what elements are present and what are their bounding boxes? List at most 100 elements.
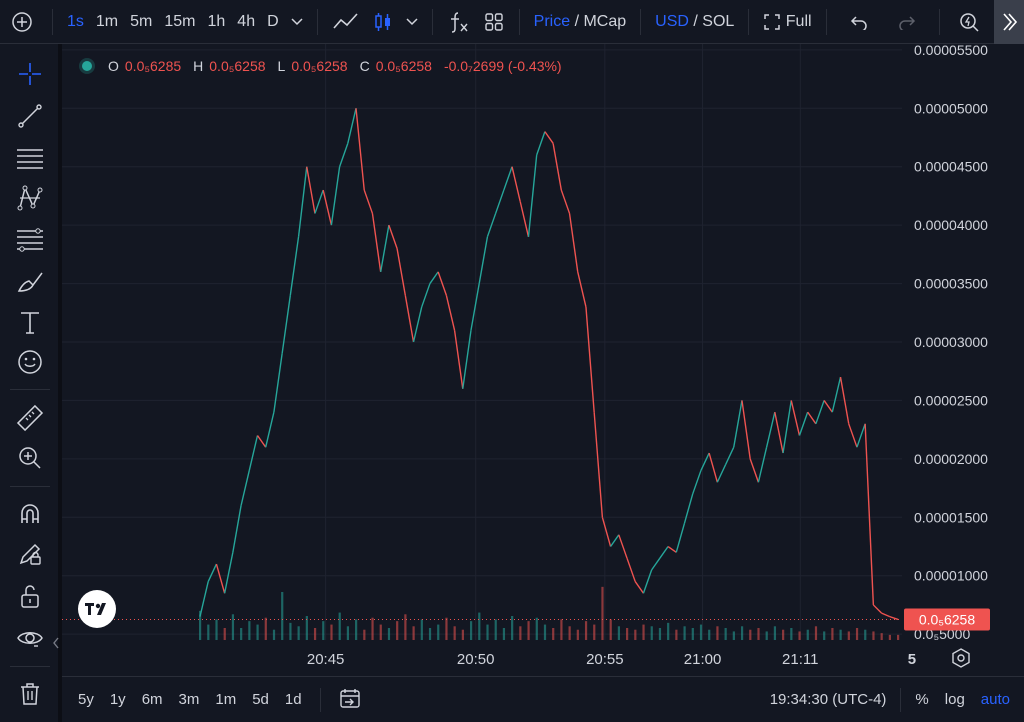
clock-timezone[interactable]: 19:34:30 (UTC-4) [769,691,887,708]
price-segment [848,423,858,448]
volume-bar [231,614,235,640]
chevron-down-icon[interactable] [400,0,424,44]
volume-bar [609,619,612,640]
price-segment [248,435,259,471]
interval-d[interactable]: D [267,12,279,30]
interval-1s[interactable]: 1s [67,12,84,30]
last-price-label: 0.0₅6258 [919,611,975,627]
brush-icon[interactable] [14,266,46,298]
chevron-down-icon[interactable] [285,0,309,44]
unlock-icon[interactable] [14,580,46,612]
volume-bar [658,628,662,640]
volume-bar [511,616,514,640]
price-segment [659,546,669,559]
price-segment [322,189,333,226]
sol-option[interactable]: SOL [702,12,735,30]
chart-pane[interactable]: 0.00005500 0.00005000 0.00004500 0.00004000… [62,44,1024,676]
y-tick-label: 0.00003000 [914,334,988,350]
date-range-icon[interactable] [331,687,369,713]
ruler-icon[interactable] [14,402,46,434]
collapse-panel-button[interactable] [994,0,1024,44]
volume-bar [404,614,407,640]
interval-4h[interactable]: 4h [237,12,256,30]
price-segment [782,400,792,454]
pattern-icon[interactable] [14,182,46,214]
mcap-option[interactable]: MCap [583,12,627,30]
price-chart[interactable]: 0.00005500 0.00005000 0.00004500 0.00004000… [62,44,1024,676]
chevron-right-icon [1003,13,1018,31]
interval-15m[interactable]: 15m [164,12,196,30]
fullscreen-button[interactable]: Full [757,0,817,44]
price-segment [601,517,612,547]
interval-1m[interactable]: 1m [95,12,119,30]
price-segment [708,452,719,483]
toolbar-divider [900,687,902,712]
last-price-tag [904,608,990,631]
price-segment [363,189,374,214]
interval-1h[interactable]: 1h [207,12,226,30]
volume-bar [256,624,259,640]
log-scale-toggle[interactable]: log [944,691,965,708]
volume-bar [617,626,620,640]
price-segment [839,376,850,424]
eye-icon[interactable] [14,622,46,654]
price-segment [437,271,448,296]
fib-retracement-icon[interactable] [14,224,46,256]
plus-circle-icon[interactable] [0,0,44,44]
volume-bar [691,628,694,640]
price-mcap-toggle[interactable]: Price / MCap [528,0,633,44]
price-segment [577,271,587,308]
text-tool-icon[interactable] [14,306,46,338]
range-1m[interactable]: 1m [215,691,237,708]
chart-settings-gear-icon[interactable] [951,648,971,673]
range-1d[interactable]: 1d [284,691,302,708]
toolbar-divider [825,8,827,35]
magnet-icon[interactable] [14,498,46,530]
indicators-fx-icon[interactable] [441,0,477,44]
price-segment [453,330,464,389]
interval-5m[interactable]: 5m [130,12,153,30]
price-segment [207,563,218,582]
emoji-icon[interactable] [14,346,46,378]
range-1y[interactable]: 1y [109,691,126,708]
price-segment [265,411,275,448]
price-option[interactable]: Price [533,12,571,30]
x-tick-label: 21:00 [684,651,722,668]
range-6m[interactable]: 6m [141,691,163,708]
toolbar-divider [10,486,50,487]
volume-bar [650,626,653,640]
undo-icon[interactable] [835,0,883,44]
volume-bar [814,626,818,640]
horizontal-lines-icon[interactable] [14,142,46,174]
volume-bar [371,617,374,640]
volume-bar [683,626,686,640]
layout-grid-icon[interactable] [477,0,511,44]
volume-bar [864,629,867,640]
change-value: -0.0₇2699 (-0.43%) [443,58,562,74]
lock-pencil-icon[interactable] [14,538,46,570]
quick-search-icon[interactable] [948,0,992,44]
range-5y[interactable]: 5y [78,691,94,708]
usd-sol-toggle[interactable]: USD / SOL [649,0,740,44]
tradingview-logo-icon[interactable] [78,590,116,628]
redo-icon[interactable] [883,0,931,44]
range-5d[interactable]: 5d [252,691,269,708]
trash-icon[interactable] [14,678,46,710]
line-chart-icon[interactable] [326,0,366,44]
volume-bar [387,628,391,640]
volume-bar [897,634,900,640]
price-segment [412,306,423,343]
candlestick-icon[interactable] [366,0,400,44]
trend-line-icon[interactable] [14,100,46,132]
ohlc-legend: O 0.0₅6285 H 0.0₅6258 L 0.0₅6258 C 0.0₅6258 … [82,58,568,74]
price-segment [503,166,513,191]
usd-option[interactable]: USD [655,12,689,30]
range-3m[interactable]: 3m [178,691,200,708]
zoom-in-icon[interactable] [14,442,46,474]
price-segment [289,236,300,296]
volume-bar [363,629,366,640]
percent-scale-toggle[interactable]: % [915,691,929,708]
auto-scale-toggle[interactable]: auto [980,691,1010,708]
crosshair-icon[interactable] [14,58,46,90]
chevron-left-icon[interactable] [52,636,60,654]
